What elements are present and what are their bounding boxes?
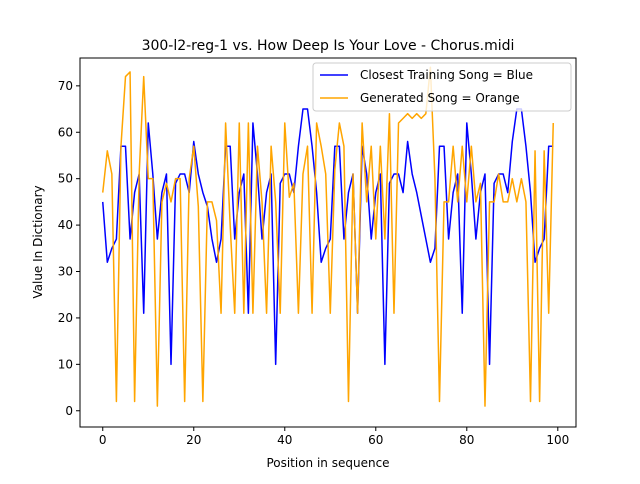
- plot-frame: [79, 57, 577, 428]
- series-layer: [102, 66, 554, 407]
- y-tick-label: 70: [58, 79, 73, 93]
- chart-title: 300-l2-reg-1 vs. How Deep Is Your Love -…: [142, 38, 515, 54]
- y-tick-label: 20: [58, 311, 73, 325]
- x-axis-label: Position in sequence: [266, 456, 389, 470]
- series-line-orange: [102, 66, 554, 407]
- x-tick-label: 100: [546, 433, 569, 447]
- x-tick-label: 40: [277, 433, 292, 447]
- legend: Closest Training Song = Blue Generated S…: [312, 62, 572, 112]
- x-tick-label: 60: [368, 433, 383, 447]
- y-axis-label: Value In Dictionary: [31, 185, 45, 298]
- legend-box: [312, 62, 572, 112]
- y-tick-label: 30: [58, 265, 73, 279]
- y-tick-label: 0: [65, 404, 73, 418]
- y-tick-label: 10: [58, 357, 73, 371]
- x-tick-label: 80: [459, 433, 474, 447]
- y-axis-ticks: 0 10 20 30 40 50 60 70: [58, 79, 80, 418]
- y-tick-label: 60: [58, 125, 73, 139]
- x-axis-ticks: 0 20 40 60 80 100: [99, 427, 569, 447]
- x-tick-label: 0: [99, 433, 107, 447]
- x-tick-label: 20: [186, 433, 201, 447]
- legend-label-blue: Closest Training Song = Blue: [360, 68, 533, 82]
- legend-label-orange: Generated Song = Orange: [360, 91, 520, 105]
- y-tick-label: 40: [58, 218, 73, 232]
- y-tick-label: 50: [58, 172, 73, 186]
